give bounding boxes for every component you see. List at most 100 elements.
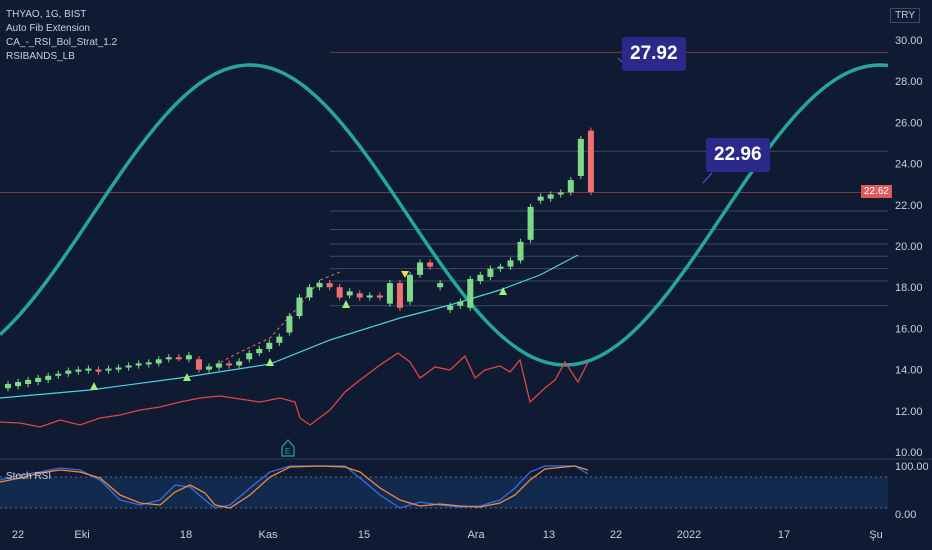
price-axis-label: 18.00: [895, 282, 923, 294]
candle-body[interactable]: [537, 196, 544, 201]
price-axis-label: 26.00: [895, 117, 923, 129]
price-axis-label: 22.00: [895, 200, 923, 212]
candle-body[interactable]: [587, 130, 594, 193]
candle-body[interactable]: [547, 194, 554, 199]
candle-body[interactable]: [457, 301, 464, 306]
time-axis-label: Eki: [74, 529, 89, 541]
candle-body[interactable]: [517, 241, 524, 261]
candlesticks[interactable]: [5, 127, 594, 392]
rsi-line-path: [0, 352, 589, 428]
candle-body[interactable]: [577, 138, 584, 176]
candle-body[interactable]: [346, 291, 353, 296]
legend-indicator-1[interactable]: Auto Fib Extension: [6, 23, 90, 34]
candle-body[interactable]: [366, 295, 373, 298]
buy-signal-icon: [499, 287, 507, 295]
candle-body[interactable]: [356, 293, 363, 298]
buy-signal-icon: [183, 373, 191, 381]
last-price-tag: 22.62: [860, 185, 892, 198]
candle-body[interactable]: [306, 287, 313, 298]
price-axis-label: 20.00: [895, 241, 923, 253]
candle-body[interactable]: [326, 283, 333, 288]
candle-body[interactable]: [226, 363, 233, 366]
candle-body[interactable]: [185, 355, 192, 360]
candle-body[interactable]: [266, 342, 273, 349]
candle-body[interactable]: [256, 349, 263, 354]
candle-body[interactable]: [55, 373, 62, 376]
candle-body[interactable]: [135, 363, 142, 366]
stoch-rsi-pane: 100.00 0.00: [0, 458, 932, 521]
time-axis-label: 15: [358, 529, 370, 541]
candle-body[interactable]: [286, 316, 293, 333]
price-axis-label: 10.00: [895, 447, 923, 459]
stoch-rsi-label: Stoch RSI: [6, 471, 52, 482]
legend-symbol[interactable]: THYAO, 1G, BIST: [6, 9, 87, 20]
price-axis: 30.00 28.00 26.00 24.00 22.00 20.00 18.00 16.00…: [895, 35, 923, 459]
candle-body[interactable]: [5, 384, 11, 389]
candle-body[interactable]: [447, 305, 454, 310]
earnings-icon[interactable]: E: [281, 439, 295, 457]
candle-body[interactable]: [45, 375, 52, 380]
candle-body[interactable]: [427, 262, 434, 267]
candle-body[interactable]: [316, 283, 323, 288]
legend-indicator-3[interactable]: RSIBANDS_LB: [6, 51, 75, 62]
candle-body[interactable]: [236, 361, 243, 366]
price-axis-label: 28.00: [895, 76, 923, 88]
candle-body[interactable]: [246, 353, 253, 360]
candle-body[interactable]: [507, 260, 514, 267]
candle-body[interactable]: [125, 365, 132, 368]
time-axis-label: 18: [180, 529, 192, 541]
ma-line: [0, 254, 579, 399]
candle-body[interactable]: [497, 266, 504, 269]
candle-body[interactable]: [467, 278, 474, 308]
candle-body[interactable]: [25, 379, 32, 385]
candle-body[interactable]: [145, 362, 152, 365]
candle-body[interactable]: [175, 357, 182, 360]
currency-button[interactable]: TRY: [890, 8, 920, 23]
candle-body[interactable]: [336, 287, 343, 298]
candle-body[interactable]: [216, 363, 223, 368]
candle-body[interactable]: [487, 268, 494, 277]
time-axis-label: Kas: [259, 529, 278, 541]
candle-body[interactable]: [206, 366, 212, 370]
candle-body[interactable]: [477, 274, 484, 282]
candle-body[interactable]: [195, 359, 202, 370]
candle-body[interactable]: [527, 206, 534, 240]
candle-body[interactable]: [557, 192, 564, 195]
candle-body[interactable]: [376, 295, 383, 298]
signal-markers: [90, 271, 507, 390]
legend: THYAO, 1G, BIST Auto Fib Extension CA_-_…: [6, 8, 117, 64]
candle-body[interactable]: [437, 283, 444, 288]
rsi-line: [0, 352, 589, 428]
sell-signal-icon: [401, 271, 409, 278]
candle-body[interactable]: [115, 367, 122, 370]
candle-body[interactable]: [65, 370, 72, 374]
stoch-axis-label: 100.00: [895, 461, 929, 473]
stoch-k-line: [0, 465, 589, 509]
candle-body[interactable]: [85, 368, 92, 371]
price-axis-label: 16.00: [895, 323, 923, 335]
candle-body[interactable]: [15, 381, 22, 387]
candle-body[interactable]: [296, 297, 303, 317]
candle-body[interactable]: [35, 377, 42, 382]
candle-body[interactable]: [567, 180, 574, 193]
candle-body[interactable]: [276, 336, 283, 343]
candle-body[interactable]: [165, 357, 172, 360]
candle-body[interactable]: [75, 369, 82, 372]
callout-down: 22.96: [706, 138, 770, 172]
candle-body[interactable]: [95, 369, 102, 372]
candle-body[interactable]: [105, 368, 112, 371]
candle-body[interactable]: [155, 359, 162, 364]
earnings-e-icon[interactable]: [281, 439, 295, 457]
candle-body[interactable]: [386, 283, 393, 304]
stoch-d-line: [0, 465, 589, 509]
cycle-wave: [0, 63, 889, 367]
candle-body[interactable]: [417, 262, 424, 275]
price-axis-label: 12.00: [895, 406, 923, 418]
legend-indicator-2[interactable]: CA_-_RSI_Bol_Strat_1.2: [6, 37, 118, 48]
time-axis-label: Şu: [869, 529, 882, 541]
price-axis-label: 30.00: [895, 35, 923, 47]
candle-body[interactable]: [407, 274, 413, 302]
candle-body[interactable]: [396, 283, 403, 308]
time-axis-label: 22: [12, 529, 24, 541]
